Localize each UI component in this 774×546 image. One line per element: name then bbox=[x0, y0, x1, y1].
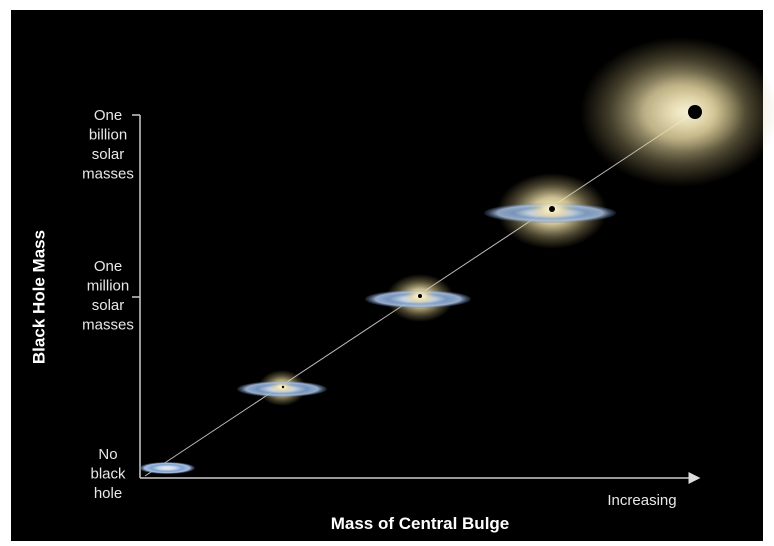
y-tick-label: billion bbox=[89, 127, 127, 144]
y-tick-label: solar bbox=[92, 297, 125, 314]
y-tick-label: masses bbox=[82, 166, 134, 183]
x-axis-end-label: Increasing bbox=[607, 492, 676, 509]
y-tick-label: black bbox=[90, 466, 126, 483]
y-tick-label: One bbox=[94, 107, 122, 124]
galaxy-2 bbox=[237, 370, 327, 406]
y-axis-title: Black Hole Mass bbox=[29, 230, 48, 364]
y-tick-label: hole bbox=[94, 485, 122, 502]
y-tick-label: masses bbox=[82, 317, 134, 334]
galaxy-4 bbox=[484, 173, 616, 249]
tick-labels: One billion solar masses One million solar mass… bbox=[82, 107, 134, 502]
y-tick-label: No bbox=[98, 446, 117, 463]
y-tick-label: One bbox=[94, 258, 122, 275]
y-tick-label: solar bbox=[92, 146, 125, 163]
x-axis-title: Mass of Central Bulge bbox=[331, 514, 510, 533]
galaxy-3 bbox=[365, 274, 471, 322]
galaxy-5 bbox=[580, 37, 774, 187]
galaxy-1 bbox=[139, 462, 195, 474]
y-tick-label: million bbox=[87, 278, 130, 295]
